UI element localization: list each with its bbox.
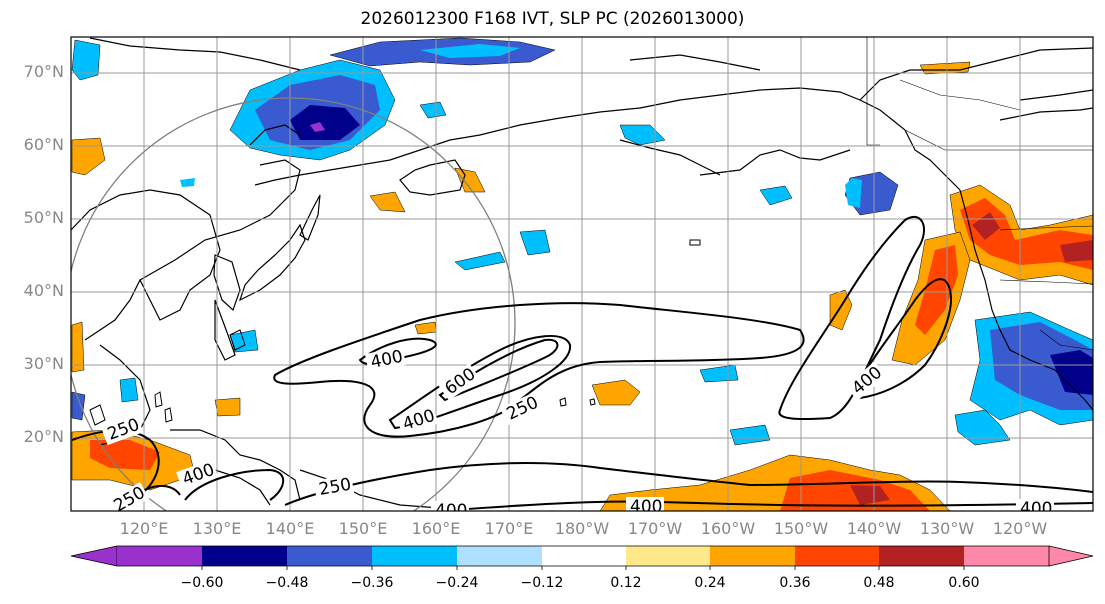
contour-250-main — [273, 302, 805, 438]
colorbar-tick-label: −0.60 — [180, 575, 224, 591]
contour-250-east — [853, 278, 952, 400]
colorbar-tick-label: −0.48 — [265, 575, 309, 591]
contour-label: 400 — [1020, 499, 1052, 519]
lon-label: 130°W — [919, 519, 975, 538]
positive-anomaly-regions — [71, 61, 1093, 511]
contour-400-south — [184, 468, 285, 501]
colorbar — [70, 545, 1094, 570]
lon-label: 140°E — [265, 519, 315, 538]
colorbar-tick-label: −0.36 — [350, 575, 394, 591]
lat-label: 70°N — [23, 62, 64, 81]
colorbar-extend-max — [1048, 545, 1094, 567]
lon-label: 170°E — [484, 519, 534, 538]
colorbar-tick-label: 0.12 — [610, 575, 642, 591]
lon-label: 130°E — [192, 519, 242, 538]
contour-400-east — [778, 215, 925, 421]
contour-400-far-south — [439, 500, 1093, 511]
colorbar-tick-label: 0.24 — [694, 575, 726, 591]
colorbar-extend-min — [70, 545, 118, 567]
plot-frame — [70, 36, 1094, 512]
contour-600 — [438, 338, 559, 402]
lon-label: 160°W — [700, 519, 756, 538]
contour-label: 400 — [630, 497, 662, 517]
negative-anomaly-regions — [71, 37, 1093, 446]
colorbar-tick-label: −0.12 — [520, 575, 564, 591]
colorbar-tick-label: 0.48 — [863, 575, 895, 591]
colorbar-tick-label: −0.24 — [435, 575, 479, 591]
lon-label: 140°W — [846, 519, 902, 538]
colorbar-tick-label: 0.60 — [948, 575, 980, 591]
lon-label: 120°E — [119, 519, 169, 538]
lat-label: 50°N — [23, 208, 64, 227]
lon-label: 170°W — [627, 519, 683, 538]
contour-label: 400 — [435, 501, 467, 521]
lat-label: 60°N — [23, 135, 64, 154]
reference-circle — [71, 97, 516, 511]
lon-label: 150°W — [773, 519, 829, 538]
lat-label: 40°N — [23, 281, 64, 300]
lon-label: 160°E — [411, 519, 461, 538]
lon-label: 120°W — [992, 519, 1048, 538]
map-title: 2026012300 F168 IVT, SLP PC (2026013000) — [360, 9, 745, 29]
colorbar-tick-label: 0.36 — [779, 575, 811, 591]
slp-contours — [71, 215, 1093, 511]
lat-label: 30°N — [23, 354, 64, 373]
lon-label: 150°E — [338, 519, 388, 538]
contour-250-southwest — [71, 429, 160, 496]
contour-250-south — [284, 462, 1093, 506]
lat-label: 20°N — [23, 427, 64, 446]
lon-label: 180°W — [554, 519, 610, 538]
islands — [89, 239, 701, 426]
